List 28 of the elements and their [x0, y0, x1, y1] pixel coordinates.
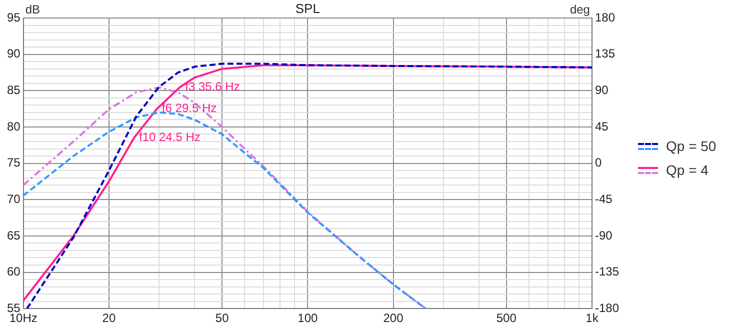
x-tick-label: 50 — [215, 311, 230, 326]
x-tick-label: 20 — [102, 311, 116, 326]
x-tick-label: 500 — [496, 311, 517, 326]
y2-tick-label: 0 — [594, 156, 602, 170]
y-axis-title: dB — [25, 2, 40, 16]
y-tick-label: 70 — [6, 192, 21, 206]
y-tick-label: 90 — [6, 46, 21, 61]
y2-tick-label: 45 — [594, 119, 609, 134]
legend-label: Qp = 4 — [666, 162, 708, 178]
annotation: f10 24.5 Hz — [138, 130, 200, 144]
y-tick-label: 80 — [6, 119, 21, 134]
chart-title: SPL — [295, 1, 320, 16]
legend-label: Qp = 50 — [666, 138, 716, 154]
y-tick-label: 65 — [6, 228, 21, 242]
x-tick-label: 200 — [383, 311, 404, 326]
y-tick-label: 85 — [6, 82, 21, 97]
y2-tick-label: -45 — [594, 192, 613, 206]
y2-axis-title: deg — [570, 2, 590, 16]
y-tick-label: 95 — [6, 10, 21, 24]
annotation: f6 29.5 Hz — [162, 101, 217, 116]
y2-tick-label: 135 — [594, 46, 616, 61]
y2-tick-label: -135 — [594, 264, 620, 279]
y-tick-label: 75 — [6, 156, 21, 170]
y2-tick-label: 90 — [594, 82, 609, 97]
y2-tick-label: 180 — [594, 10, 616, 24]
y2-tick-label: -90 — [594, 228, 613, 242]
y-tick-label: 60 — [6, 264, 21, 279]
x-tick-label: 100 — [298, 311, 318, 326]
